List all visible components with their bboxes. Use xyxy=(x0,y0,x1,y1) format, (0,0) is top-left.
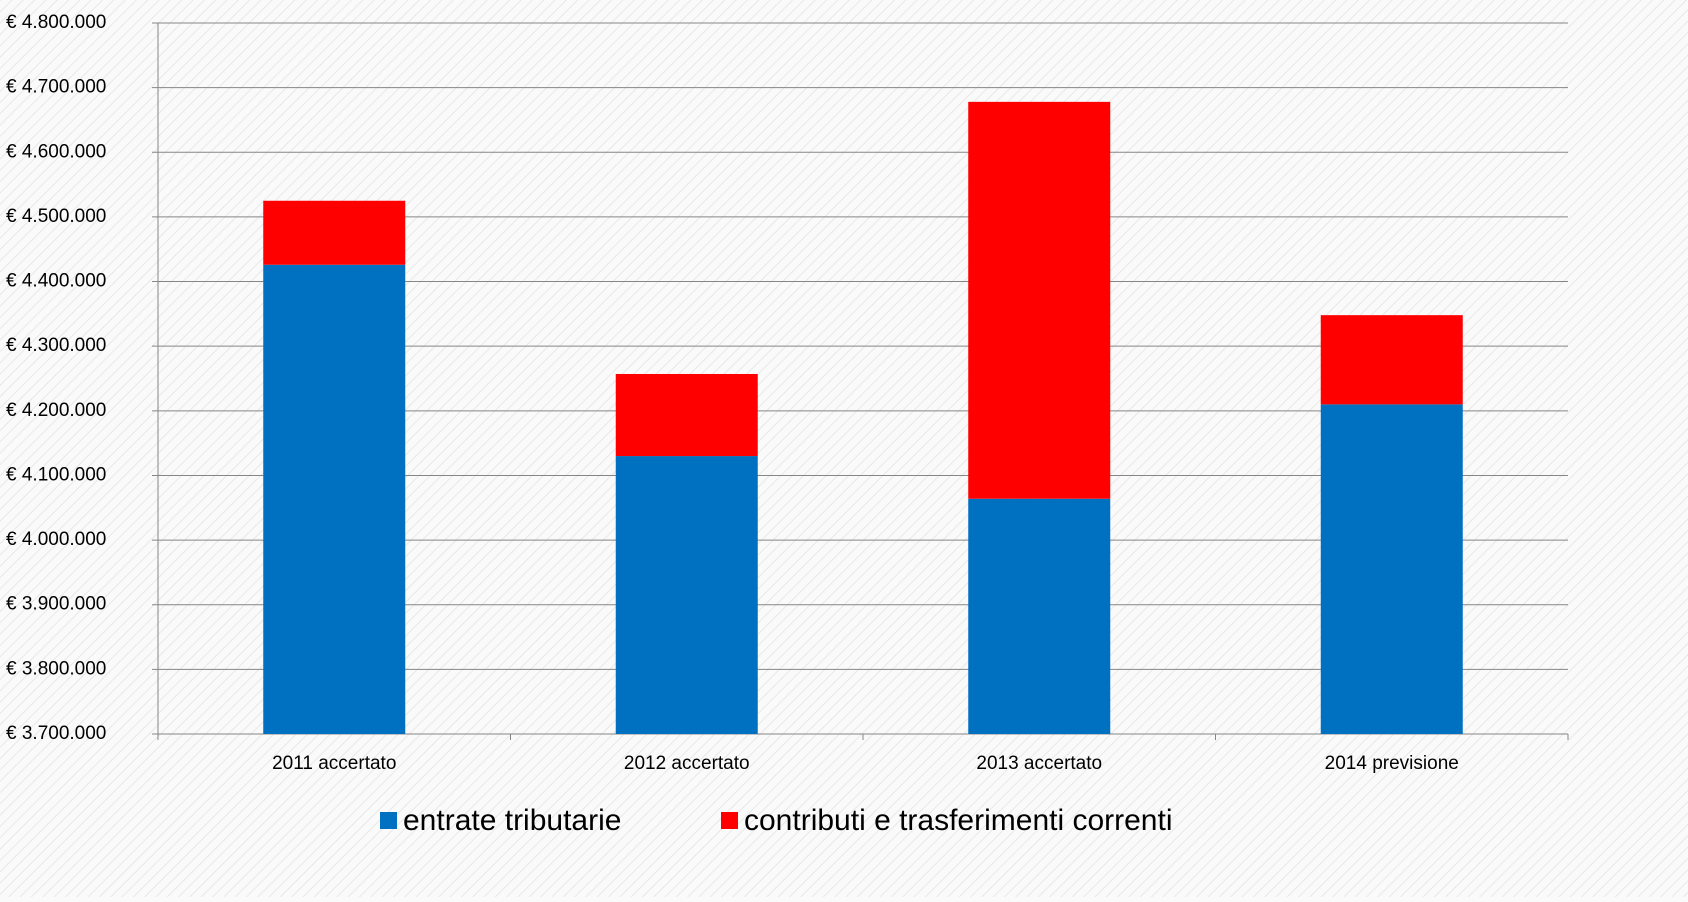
bar-segment xyxy=(615,456,758,734)
y-tick-label: € 4.800.000 xyxy=(6,12,106,33)
bar-segment xyxy=(615,373,758,457)
bar-segment xyxy=(968,498,1111,734)
x-tick-label: 2012 accertato xyxy=(624,753,750,774)
y-tick-label: € 4.400.000 xyxy=(6,271,106,292)
y-tick-label: € 4.600.000 xyxy=(6,141,106,162)
legend-label: contributi e trasferimenti correnti xyxy=(744,804,1173,837)
y-tick-label: € 3.700.000 xyxy=(6,723,106,744)
y-tick-label: € 4.500.000 xyxy=(6,206,106,227)
x-tick-label: 2014 previsione xyxy=(1325,753,1459,774)
bar-segment xyxy=(1320,404,1463,734)
y-tick-label: € 4.100.000 xyxy=(6,464,106,485)
legend-swatch xyxy=(380,812,397,829)
y-tick-label: € 4.300.000 xyxy=(6,335,106,356)
bar-segment xyxy=(263,264,406,734)
legend-swatch xyxy=(721,812,738,829)
x-tick-label: 2013 accertato xyxy=(976,753,1102,774)
bar-segment xyxy=(968,101,1111,499)
x-tick-label: 2011 accertato xyxy=(272,753,396,774)
y-tick-label: € 4.200.000 xyxy=(6,400,106,421)
bar-segment xyxy=(1320,315,1463,405)
legend-label: entrate tributarie xyxy=(403,804,621,837)
y-tick-label: € 3.900.000 xyxy=(6,594,106,615)
bar-segment xyxy=(263,200,406,265)
y-tick-label: € 3.800.000 xyxy=(6,658,106,679)
y-tick-label: € 4.700.000 xyxy=(6,77,106,98)
y-tick-label: € 4.000.000 xyxy=(6,529,106,550)
